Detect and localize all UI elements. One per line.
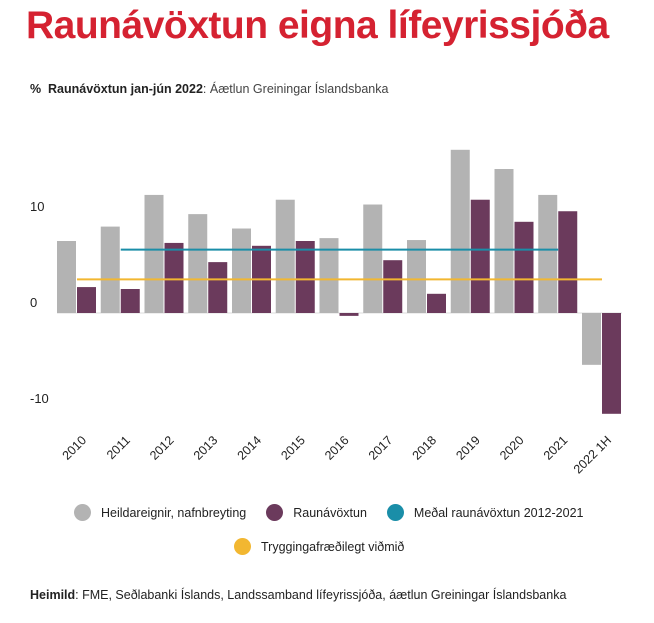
legend-label: Raunávöxtun — [293, 505, 367, 520]
x-tick-label: 2021 — [541, 433, 571, 463]
bar-real-return — [558, 211, 578, 313]
legend-swatch-circle-icon — [234, 538, 251, 555]
x-tick-label: 2020 — [497, 433, 527, 463]
x-tick-label: 2010 — [60, 433, 90, 463]
source-label: Heimild — [30, 588, 76, 602]
bar-total-assets — [188, 214, 208, 313]
legend-item-actuarial-benchmark: Tryggingafræðilegt viðmið — [234, 538, 404, 555]
y-tick-label: 0 — [30, 295, 37, 310]
bar-total-assets — [100, 226, 120, 313]
bar-real-return — [514, 221, 534, 313]
bar-real-return — [208, 262, 228, 313]
subtitle-rest: : Áætlun Greiningar Íslandsbanka — [202, 82, 389, 96]
legend-swatch-circle-icon — [386, 504, 404, 521]
x-tick-label: 2022 1H — [571, 433, 614, 476]
bar-total-assets — [275, 199, 295, 313]
bar-total-assets — [57, 241, 76, 313]
source-text: : FME, Seðlabanki Íslands, Landssamband … — [75, 588, 567, 602]
bar-total-assets — [363, 204, 383, 313]
bar-total-assets — [144, 194, 164, 313]
legend-swatch-circle-icon — [266, 504, 284, 521]
bar-total-assets — [319, 238, 339, 313]
x-tick-label: 2014 — [235, 433, 265, 463]
x-tick-label: 2015 — [278, 433, 308, 463]
x-tick-label: 2013 — [191, 433, 221, 463]
x-tick-label: 2012 — [147, 433, 177, 463]
unit-label: % — [30, 82, 42, 96]
bar-real-return — [339, 313, 359, 316]
chart-subtitle: % Raunávöxtun jan-jún 2022: Áætlun Greini… — [30, 82, 388, 96]
bar-real-return — [295, 241, 315, 313]
bar-total-assets — [407, 240, 426, 313]
subtitle-bold: Raunávöxtun jan-jún 2022 — [48, 82, 203, 96]
bar-total-assets — [232, 228, 251, 313]
bar-total-assets — [450, 149, 470, 313]
legend-item-total-assets: Heildareignir, nafnbreyting — [74, 504, 246, 521]
legend-row-2: Tryggingafræðilegt viðmið — [234, 538, 424, 555]
x-tick-label: 2016 — [322, 433, 352, 463]
source-note: Heimild: FME, Seðlabanki Íslands, Landss… — [30, 588, 566, 602]
legend-swatch-circle-icon — [74, 504, 91, 521]
x-tick-label: 2017 — [366, 433, 396, 463]
chart-title: Raunávöxtun eigna lífeyrissjóða — [26, 4, 609, 47]
bar-real-return — [602, 313, 621, 414]
x-tick-label: 2011 — [104, 433, 133, 462]
x-tick-label: 2018 — [410, 433, 440, 463]
x-tick-label: 2019 — [453, 433, 483, 463]
legend-item-average-return: Meðal raunávöxtun 2012-2021 — [386, 504, 584, 521]
legend-item-real-return: Raunávöxtun — [266, 504, 367, 521]
legend-label: Meðal raunávöxtun 2012-2021 — [413, 505, 584, 520]
bar-real-return — [470, 199, 490, 313]
y-tick-label: -10 — [30, 391, 49, 406]
bar-total-assets — [538, 194, 558, 313]
bar-total-assets — [494, 169, 514, 313]
bar-real-return — [77, 287, 96, 313]
bar-total-assets — [582, 313, 601, 365]
legend-label: Heildareignir, nafnbreyting — [101, 505, 247, 520]
legend-label: Tryggingafræðilegt viðmið — [261, 539, 405, 554]
y-tick-label: 10 — [30, 199, 44, 214]
bar-real-return — [383, 260, 403, 313]
bar-real-return — [164, 242, 184, 313]
bar-real-return — [427, 293, 446, 313]
bar-chart: 10 0 -10 2010 2011 2012 2013 2014 2015 2016 2017 20… — [30, 149, 622, 477]
bar-real-return — [120, 289, 140, 313]
legend-row-1: Heildareignir, nafnbreyting Raunávöxtun … — [74, 504, 603, 521]
